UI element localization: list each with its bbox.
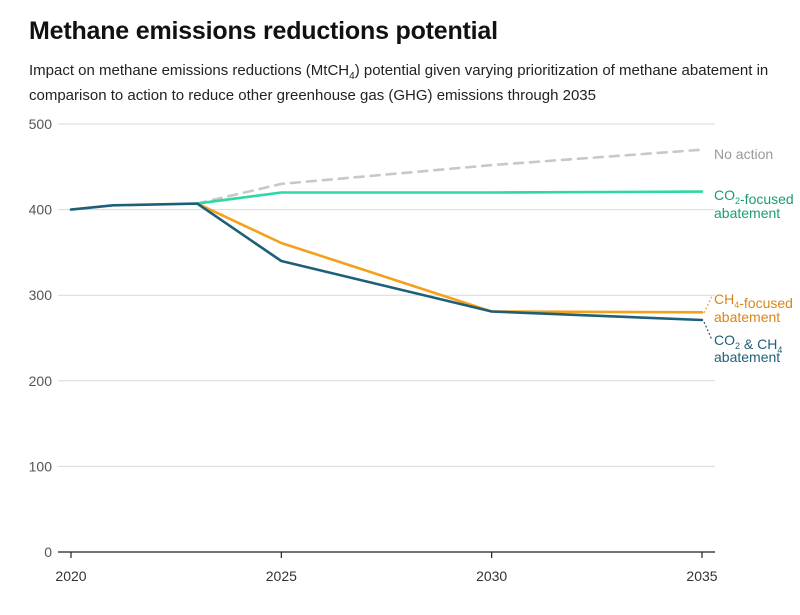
series-line-3: [69, 202, 704, 322]
chart-subtitle: Impact on methane emissions reductions (…: [29, 62, 769, 104]
series-line-1: [195, 190, 704, 205]
grid-lines: [58, 123, 715, 467]
series-label-3-line-1: abatement: [714, 349, 780, 365]
y-tick-label: 300: [29, 287, 53, 303]
series-label-0-line-0: No action: [714, 146, 773, 162]
series-label-2-line-1: abatement: [714, 309, 780, 325]
y-axis-ticks: 0 100 200 300 400 500: [29, 116, 53, 560]
series-lines: [69, 148, 704, 322]
label-leader-3: [703, 321, 713, 341]
y-tick-label: 500: [29, 116, 53, 132]
series-line-0: [195, 148, 704, 205]
chart-title: Methane emissions reductions potential: [29, 17, 498, 45]
series-labels: No actionCO2-focusedabatementCH4-focused…: [703, 146, 794, 365]
y-tick-label: 400: [29, 202, 53, 218]
x-tick-label: 2020: [55, 568, 86, 584]
x-tick-label: 2030: [476, 568, 507, 584]
y-tick-label: 0: [44, 544, 52, 560]
series-label-2-line-0: CH4-focused: [714, 291, 793, 311]
label-leader-2: [703, 295, 713, 314]
y-tick-label: 200: [29, 373, 53, 389]
x-tick-label: 2025: [266, 568, 297, 584]
series-label-3-line-0: CO2 & CH4: [714, 332, 782, 355]
series-label-1-line-1: abatement: [714, 205, 780, 221]
y-tick-label: 100: [29, 458, 53, 474]
series-line-2: [195, 202, 704, 314]
series-label-1-line-0: CO2-focused: [714, 187, 794, 207]
x-tick-label: 2035: [686, 568, 717, 584]
x-axis: 2020 2025 2030 2035: [55, 551, 718, 584]
